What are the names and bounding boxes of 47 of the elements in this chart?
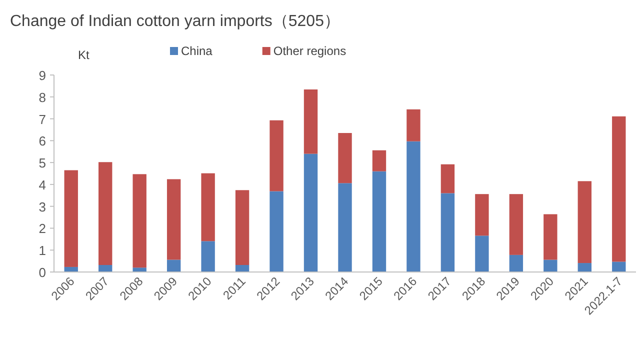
bar <box>235 264 250 272</box>
legend-label: China <box>181 44 213 58</box>
bar <box>475 236 489 272</box>
bar <box>201 241 215 272</box>
y-tick-label: 1 <box>38 243 46 258</box>
bar <box>578 263 592 272</box>
y-tick-label: 4 <box>38 177 46 192</box>
y-tick-label: 9 <box>38 68 46 83</box>
bar <box>338 183 352 272</box>
bar <box>440 193 455 272</box>
bar <box>304 154 318 272</box>
bar <box>98 162 112 265</box>
bar <box>166 260 181 272</box>
y-tick-label: 3 <box>38 199 46 214</box>
y-tick-label: 7 <box>38 112 46 127</box>
bar <box>509 194 524 255</box>
bar <box>612 116 626 262</box>
bar <box>132 268 146 272</box>
bar <box>201 173 215 242</box>
bar <box>544 214 558 260</box>
bar <box>440 164 455 194</box>
bar <box>406 141 420 272</box>
y-tick-label: 5 <box>38 156 46 171</box>
y-tick-label: 2 <box>38 221 46 236</box>
chart-title: Change of Indian cotton yarn imports（5205） <box>10 13 340 30</box>
bar <box>612 262 626 272</box>
bar <box>235 190 250 265</box>
bar <box>270 191 284 272</box>
bar <box>544 260 558 272</box>
bar <box>578 181 592 264</box>
bar <box>509 254 524 272</box>
bar <box>338 133 352 184</box>
bar <box>372 171 386 272</box>
bar <box>270 120 284 192</box>
y-tick-label: 6 <box>38 134 46 149</box>
bar <box>304 89 318 154</box>
bar <box>64 170 78 267</box>
y-tick-label: 0 <box>38 265 46 280</box>
legend-label: Other regions <box>273 44 346 58</box>
bar <box>475 194 489 236</box>
bar <box>166 179 181 260</box>
y-tick-label: 8 <box>38 90 46 105</box>
bar <box>372 150 386 172</box>
bar <box>98 264 112 272</box>
bar <box>406 109 420 142</box>
bar <box>132 174 146 268</box>
y-axis-title: Kt <box>78 48 90 62</box>
